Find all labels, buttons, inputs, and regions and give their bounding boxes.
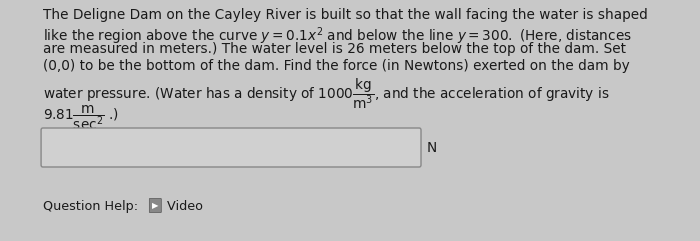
Text: like the region above the curve $y = 0.1x^2$ and below the line $y = 300.$ (Here: like the region above the curve $y = 0.1…	[43, 25, 631, 47]
Text: $9.81\dfrac{\mathrm{m}}{\mathrm{sec}^2}$ .): $9.81\dfrac{\mathrm{m}}{\mathrm{sec}^2}$…	[43, 103, 119, 132]
FancyBboxPatch shape	[41, 128, 421, 167]
Text: The Deligne Dam on the Cayley River is built so that the wall facing the water i: The Deligne Dam on the Cayley River is b…	[43, 8, 648, 22]
Text: N: N	[426, 141, 436, 154]
FancyBboxPatch shape	[149, 199, 161, 213]
Text: water pressure. (Water has a density of $1000\dfrac{\mathrm{kg}}{\mathrm{m}^3}$,: water pressure. (Water has a density of …	[43, 76, 610, 111]
Text: are measured in meters.) The water level is 26 meters below the top of the dam. : are measured in meters.) The water level…	[43, 42, 626, 56]
Text: Video: Video	[163, 200, 204, 213]
Text: ▶: ▶	[152, 201, 159, 210]
Text: Question Help:: Question Help:	[43, 200, 138, 213]
Text: (0,0) to be the bottom of the dam. Find the force (in Newtons) exerted on the da: (0,0) to be the bottom of the dam. Find …	[43, 59, 629, 73]
